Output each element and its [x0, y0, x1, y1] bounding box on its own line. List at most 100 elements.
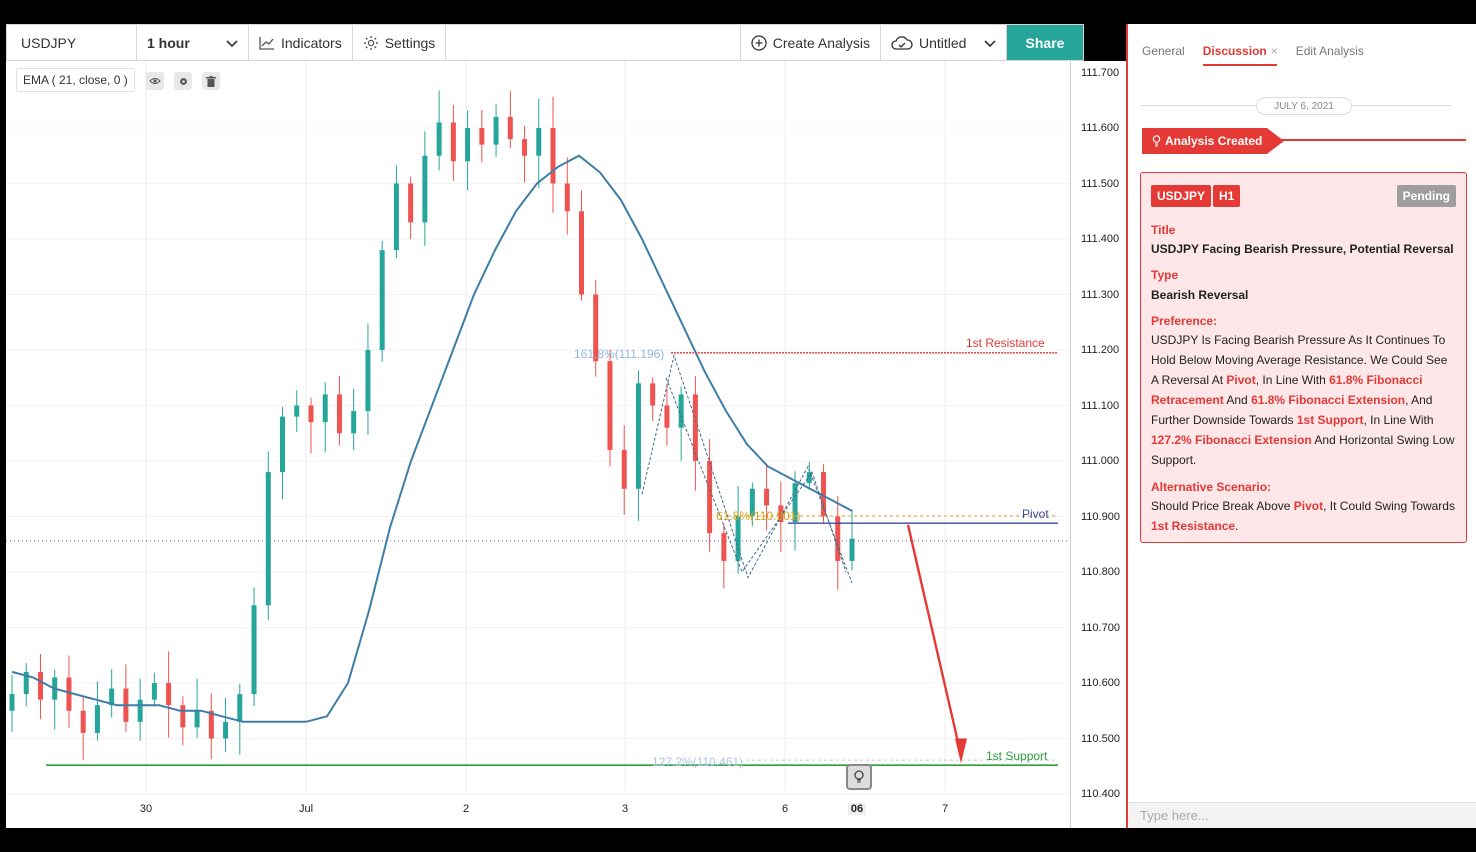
candle-body [692, 394, 698, 461]
candle-body [137, 699, 143, 722]
candle-body [721, 533, 727, 561]
candle-body [635, 383, 641, 489]
candle-body [322, 394, 328, 423]
preference-text-part: , And Further Downside Towards [1151, 393, 1433, 427]
price-axis-label: 111.000 [1081, 455, 1120, 467]
candle-body [493, 116, 499, 145]
fib-extension-161-label: 161.8%(111.196) [574, 347, 665, 361]
time-axis-label: Jul [298, 803, 314, 815]
preference-text-part: , In Line With [1363, 413, 1434, 427]
analysis-created-tag: Analysis Created [1142, 128, 1284, 154]
time-axis-label: 06 [847, 803, 867, 815]
candle-body [151, 683, 157, 700]
candle-body [251, 605, 257, 695]
plus-circle-icon [751, 34, 767, 51]
candle-body [109, 688, 115, 706]
candle-body [23, 671, 29, 695]
price-axis-label: 111.600 [1081, 122, 1120, 134]
price-axis-label: 110.400 [1081, 788, 1120, 800]
comment-input[interactable] [1128, 803, 1476, 828]
analysis-created-label: Analysis Created [1165, 134, 1263, 148]
event-line [1258, 139, 1466, 141]
chart-toolbar: USDJPY 1 hour Indicators Settings Create… [6, 24, 1084, 61]
interval-dropdown[interactable]: 1 hour [137, 25, 249, 60]
candle-body [764, 488, 770, 506]
saved-state-dropdown[interactable]: Untitled [881, 25, 1007, 60]
price-axis-label-top: 111.700 [1081, 67, 1120, 79]
analysis-title: USDJPY Facing Bearish Pressure, Potentia… [1151, 242, 1454, 256]
tab-general[interactable]: General [1142, 44, 1185, 58]
candle-body [9, 694, 15, 711]
ema-indicator-label[interactable]: EMA ( 21, close, 0 ) [16, 68, 135, 92]
candle-body [593, 294, 599, 362]
alternative-text-part: Should Price Break Above [1151, 499, 1294, 513]
status-badge: Pending [1396, 185, 1456, 207]
fib-retracement-highlight: 61.8% Fibonacci Retracement [1151, 373, 1423, 407]
candle-body [436, 122, 442, 156]
candle-body [778, 505, 784, 523]
toolbar-spacer [446, 25, 741, 60]
candle-body [37, 671, 43, 700]
candle-body [550, 128, 556, 184]
resistance-label: 1st Resistance [966, 336, 1045, 350]
candle-body [678, 394, 684, 428]
gear-icon[interactable] [174, 72, 192, 90]
candle-body [194, 710, 200, 728]
candle-body [336, 394, 342, 434]
cloud-check-icon [891, 35, 913, 51]
price-axis[interactable]: 111.700 111.600 111.500 111.400 111.300 111.… [1070, 61, 1126, 828]
candle-body [849, 538, 855, 561]
settings-label: Settings [384, 34, 436, 51]
candle-body [166, 683, 172, 706]
settings-button[interactable]: Settings [353, 25, 447, 60]
candle-body [280, 416, 286, 473]
symbol-selector[interactable]: USDJPY [7, 25, 137, 60]
alternative-text: Should Price Break Above Pivot, It Could… [1151, 496, 1457, 536]
candle-body [835, 516, 841, 561]
time-axis-label: 7 [941, 803, 949, 815]
pivot-highlight: Pivot [1226, 373, 1256, 387]
fib-retracement-61-label: 61.8%(110.901) [716, 509, 801, 523]
tab-discussion[interactable]: Discussion × [1203, 44, 1278, 58]
price-chart[interactable] [6, 61, 1070, 828]
candle-body [664, 405, 670, 428]
candle-body [66, 677, 72, 711]
symbol-badge: USDJPY [1151, 185, 1212, 207]
price-axis-label: 110.700 [1081, 621, 1120, 634]
candle-body [393, 183, 399, 251]
preference-heading: Preference: [1151, 314, 1218, 328]
eye-icon[interactable] [146, 72, 164, 90]
candle-body [735, 516, 741, 561]
share-label: Share [1025, 34, 1065, 51]
time-axis-label: 2 [462, 803, 470, 815]
ema-indicator-text: EMA ( 21, close, 0 ) [23, 73, 128, 87]
share-button[interactable]: Share [1007, 25, 1083, 60]
trash-icon[interactable] [202, 72, 220, 90]
lightbulb-icon [1152, 135, 1161, 147]
time-axis-label: 3 [621, 803, 629, 815]
interval-label: 1 hour [147, 34, 190, 51]
title-heading: Title [1151, 223, 1176, 237]
pivot-highlight: Pivot [1293, 499, 1324, 513]
candle-body [479, 128, 485, 145]
indicators-button[interactable]: Indicators [249, 25, 353, 60]
tab-edit-analysis[interactable]: Edit Analysis [1295, 44, 1364, 58]
candle-body [80, 710, 86, 733]
candle-body [351, 411, 357, 434]
candle-body [365, 350, 371, 412]
candle-body [223, 721, 229, 739]
create-analysis-button[interactable]: Create Analysis [741, 25, 881, 60]
price-axis-label: 110.800 [1081, 566, 1120, 578]
lightbulb-icon[interactable] [846, 764, 872, 790]
pivot-label: Pivot [1022, 507, 1049, 521]
chart-canvas[interactable] [6, 61, 1070, 828]
candle-body [294, 405, 300, 417]
support-label: 1st Support [986, 749, 1048, 763]
candle-body [536, 128, 542, 156]
close-icon[interactable]: × [1270, 44, 1278, 58]
type-heading: Type [1151, 268, 1179, 282]
candle-body [522, 139, 528, 156]
time-axis-label: 6 [781, 803, 789, 815]
timeframe-badge: H1 [1213, 185, 1241, 207]
candle-body [94, 705, 100, 733]
